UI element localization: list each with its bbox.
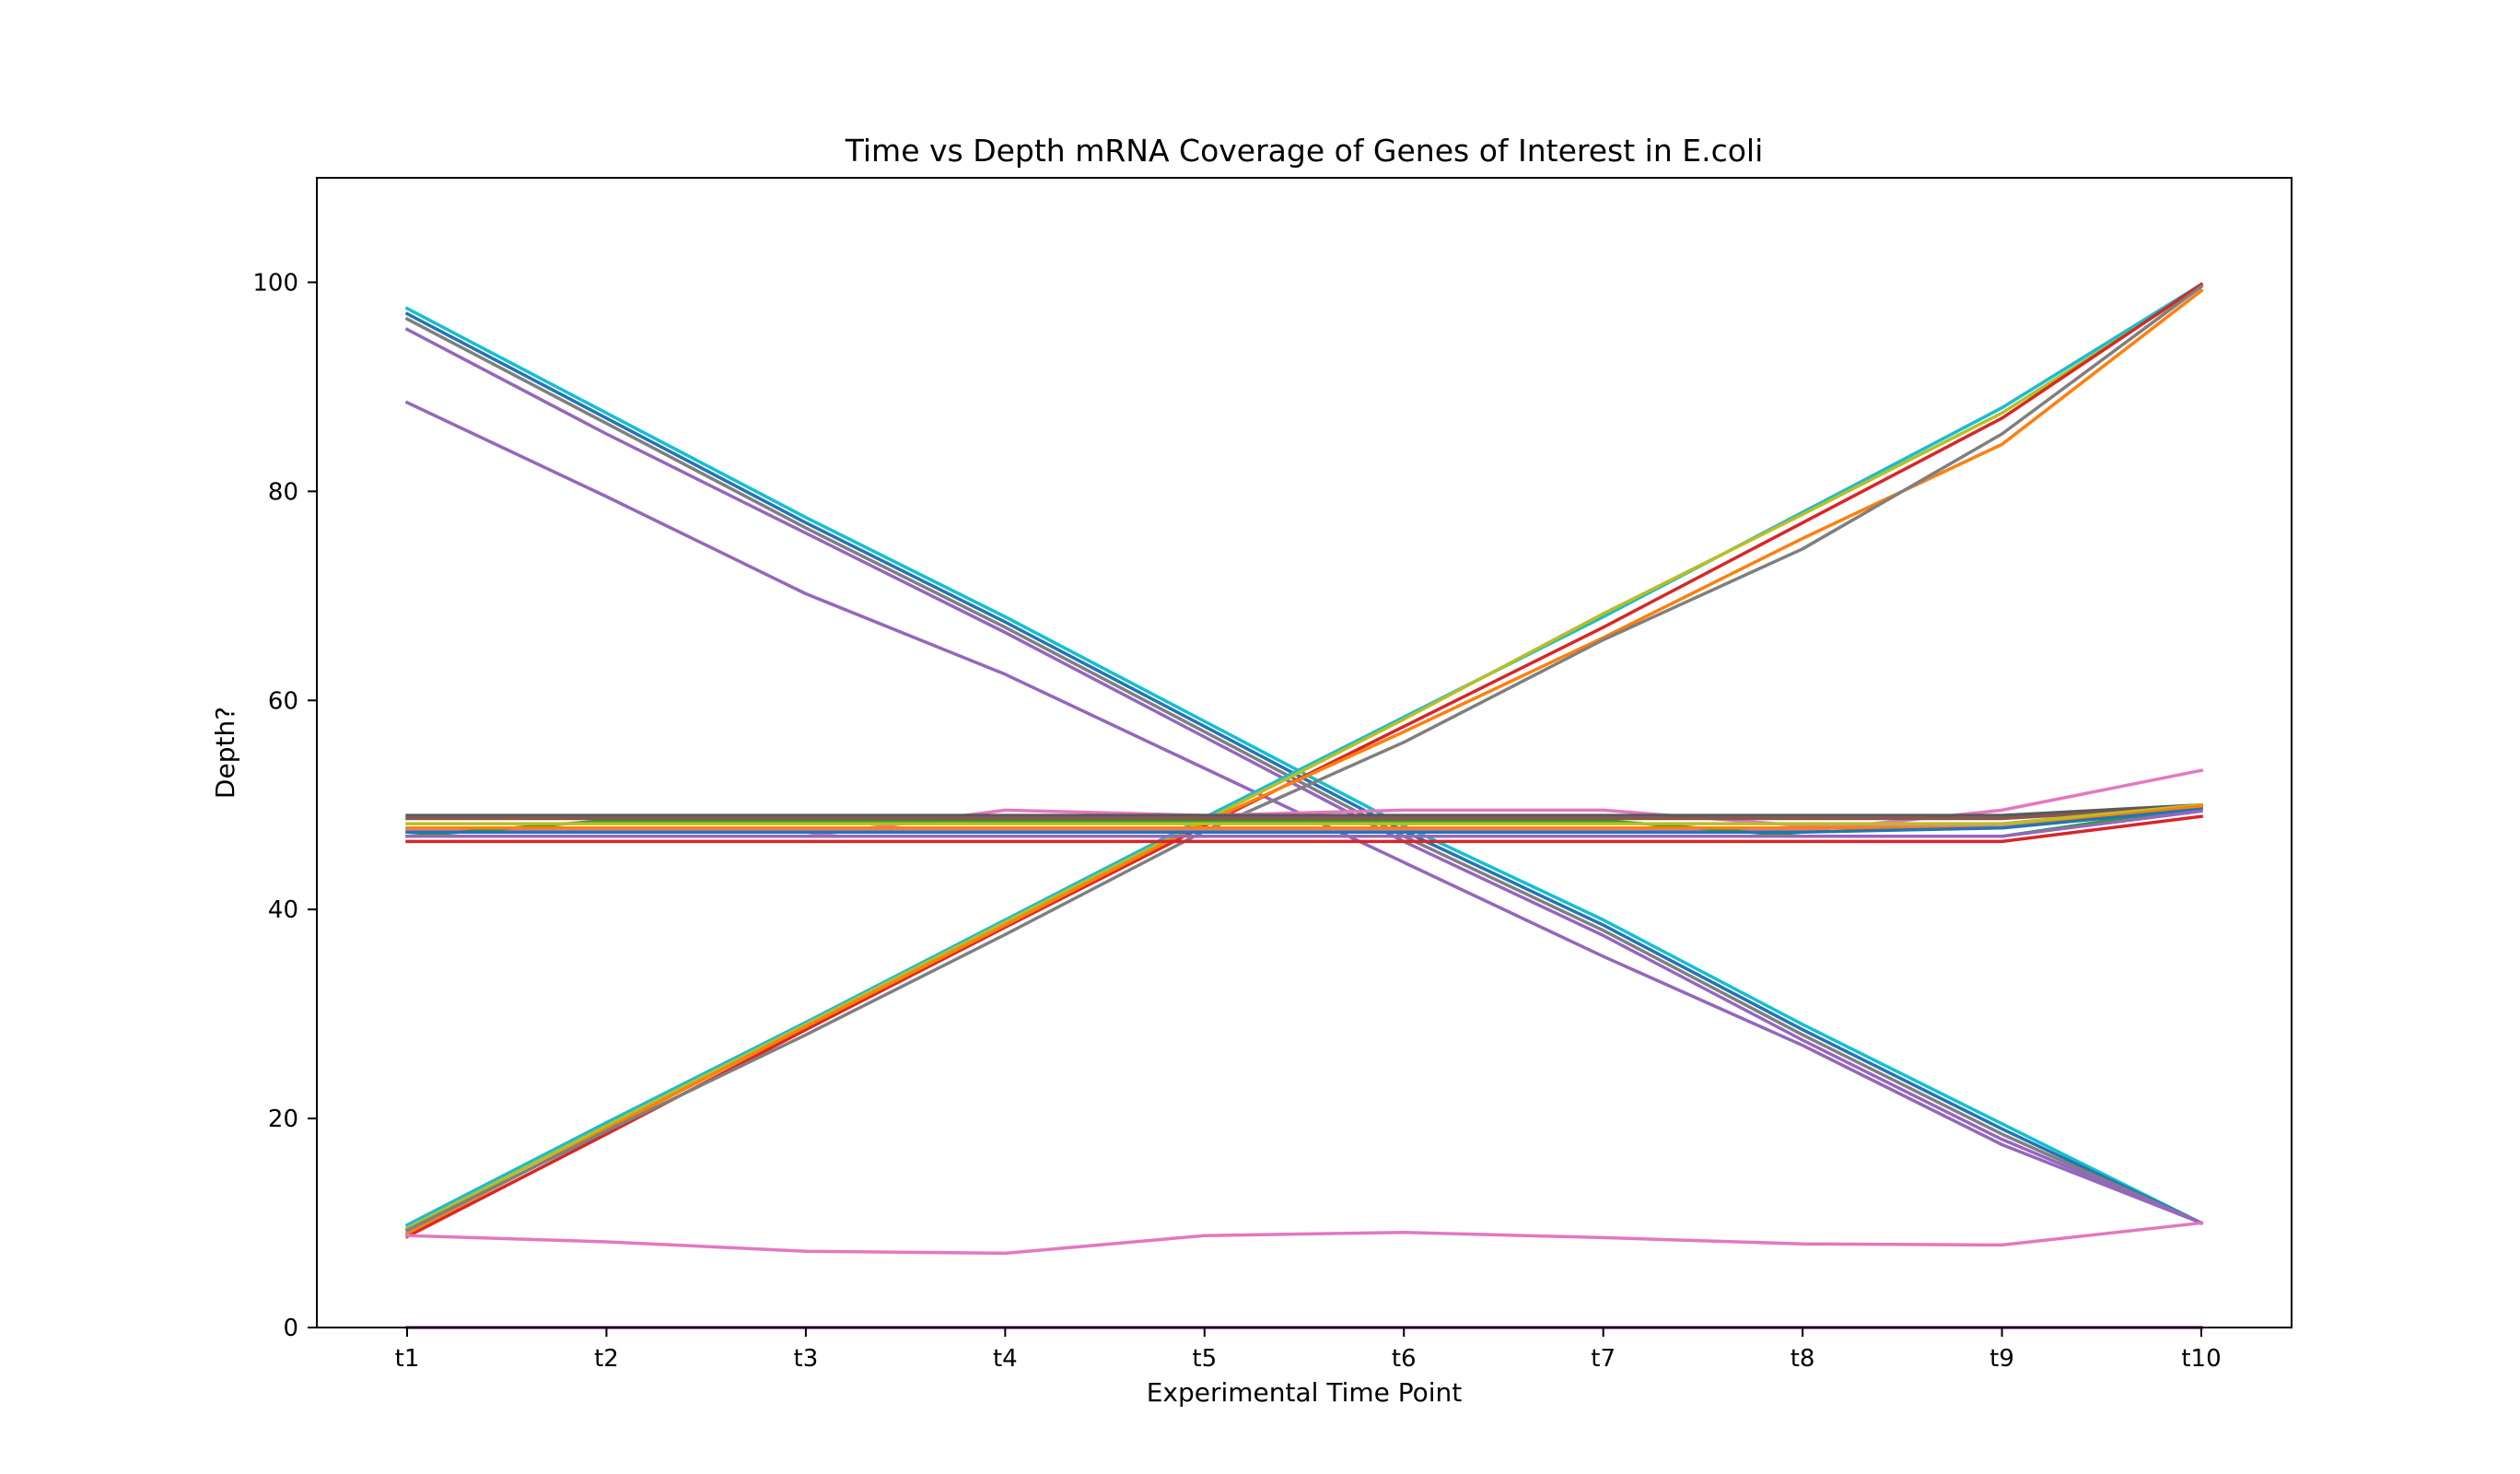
x-tick-label: t1 — [395, 1345, 420, 1373]
y-tick-label: 100 — [252, 269, 298, 297]
series-line-16 — [405, 805, 2203, 821]
series-line-20 — [405, 809, 2203, 838]
plot-frame — [316, 177, 2292, 1328]
y-tick-label: 20 — [268, 1106, 298, 1133]
x-tick-label: t8 — [1791, 1345, 1815, 1373]
series-line-11 — [405, 1221, 2203, 1256]
series-line-17 — [405, 802, 2203, 825]
chart-title: Time vs Depth mRNA Coverage of Genes of … — [845, 133, 1764, 169]
x-tick-label: t5 — [1192, 1345, 1217, 1373]
x-tick-label: t9 — [1989, 1345, 2014, 1373]
series-line-18 — [405, 803, 2203, 830]
y-axis-label: Depth? — [210, 707, 240, 799]
series-line-1 — [404, 306, 2204, 1225]
y-tick-label: 0 — [283, 1315, 298, 1342]
x-tick-label: t2 — [594, 1345, 619, 1373]
x-axis: t1 t2 t3 t4 t5 t6 t7 t8 t9 t10 — [395, 1328, 2222, 1373]
x-tick-label: t10 — [2181, 1345, 2221, 1373]
series-line-21 — [405, 814, 2203, 844]
y-tick-label: 80 — [268, 478, 298, 506]
series-line-4 — [404, 327, 2204, 1225]
x-tick-label: t4 — [993, 1345, 1018, 1373]
series-line-6 — [404, 282, 2204, 1228]
x-tick-label: t3 — [794, 1345, 819, 1373]
y-axis: 0 20 40 60 80 100 — [252, 269, 317, 1342]
y-tick-label: 40 — [268, 896, 298, 924]
series-line-10 — [404, 284, 2204, 1233]
series-line-7 — [404, 284, 2204, 1231]
x-tick-label: t6 — [1392, 1345, 1417, 1373]
series-line-3 — [404, 316, 2204, 1225]
x-tick-label: t7 — [1591, 1345, 1616, 1373]
series-line-19 — [405, 807, 2203, 834]
x-axis-label: Experimental Time Point — [1147, 1377, 1463, 1408]
series-line-15 — [405, 802, 2203, 817]
y-tick-label: 60 — [268, 687, 298, 715]
